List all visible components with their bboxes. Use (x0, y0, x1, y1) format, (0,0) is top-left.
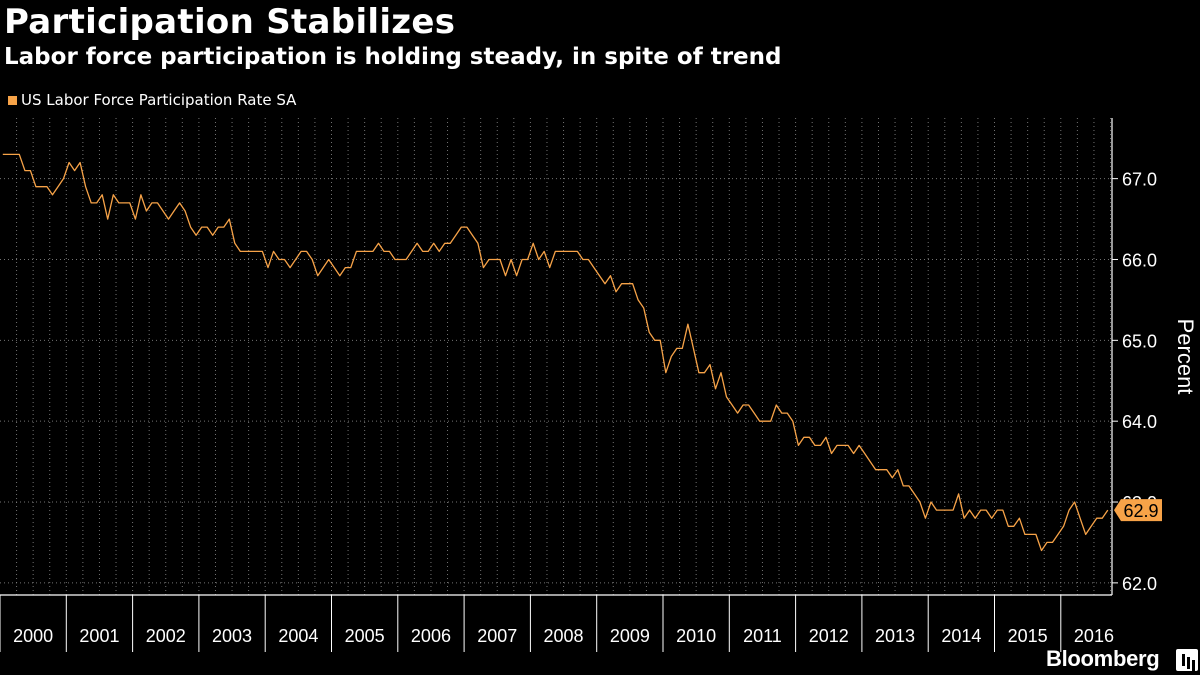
last-value-badge: 62.9 (1114, 499, 1162, 522)
x-tick-label: 2014 (941, 626, 981, 646)
y-tick-label: 64.0 (1122, 412, 1157, 432)
last-value-label: 62.9 (1123, 501, 1158, 521)
y-axis-label: Percent (1173, 319, 1198, 395)
legend-label: US Labor Force Participation Rate SA (21, 91, 297, 109)
x-tick-label: 2001 (79, 626, 119, 646)
chart-subtitle: Labor force participation is holding ste… (4, 44, 782, 70)
x-tick-label: 2003 (212, 626, 252, 646)
x-tick-label: 2006 (411, 626, 451, 646)
legend: US Labor Force Participation Rate SA (8, 91, 296, 109)
y-tick-label: 65.0 (1122, 331, 1157, 351)
bloomberg-logo-icon (1176, 649, 1198, 671)
legend-swatch (8, 95, 17, 105)
chart-title: Participation Stabilizes (4, 2, 456, 42)
x-tick-label: 2015 (1008, 626, 1048, 646)
y-tick-label: 67.0 (1122, 170, 1157, 190)
x-tick-label: 2000 (13, 626, 53, 646)
last-value-badge-shape (1114, 499, 1162, 522)
x-tick-label: 2013 (875, 626, 915, 646)
x-tick-label: 2005 (345, 626, 385, 646)
x-tick-label: 2002 (146, 626, 186, 646)
y-tick-label: 62.0 (1122, 574, 1157, 594)
x-tick-label: 2008 (544, 626, 584, 646)
x-tick-label: 2007 (477, 626, 517, 646)
axes (0, 118, 1118, 652)
x-tick-label: 2016 (1074, 626, 1114, 646)
tick-labels: 2000 2001 2002 2003 2004 2005 2006 2007 2008 2009… (13, 170, 1198, 646)
x-tick-label: 2012 (809, 626, 849, 646)
bloomberg-logo-text: Bloomberg (1046, 646, 1160, 671)
grid-lines (0, 118, 1112, 595)
x-tick-label: 2004 (278, 626, 318, 646)
series-lines (2, 153, 1109, 552)
x-tick-label: 2009 (610, 626, 650, 646)
x-tick-label: 2010 (676, 626, 716, 646)
y-tick-label: 66.0 (1122, 250, 1157, 270)
x-tick-label: 2011 (743, 626, 782, 646)
series-line-labor-force-participation (2, 153, 1109, 552)
